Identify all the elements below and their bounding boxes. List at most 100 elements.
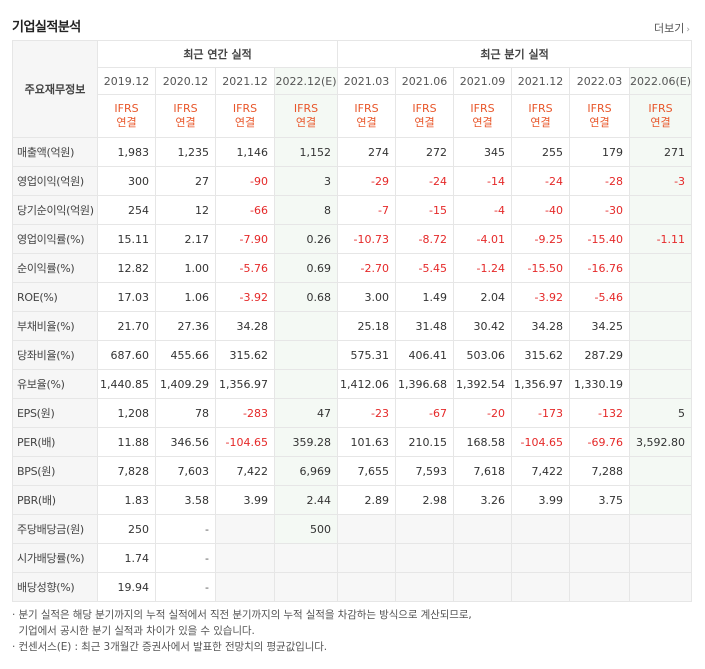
table-cell: 1,396.68: [395, 369, 455, 399]
table-cell: 21.70: [97, 311, 156, 341]
ifrs-label: IFRS 연결: [337, 94, 397, 138]
table-cell: -69.76: [569, 427, 631, 457]
table-cell: 1,330.19: [569, 369, 631, 399]
more-link[interactable]: 더보기 ›: [654, 20, 690, 36]
row-label: PER(배): [12, 427, 98, 457]
table-cell: 7,603: [155, 456, 216, 486]
table-cell: 1,412.06: [337, 369, 397, 399]
table-cell: 3.75: [569, 485, 631, 515]
ifrs-top: IFRS: [412, 102, 437, 115]
table-row: 영업이익(억원) 300 27 -90 3 -29 -24 -14 -24 -28 -3: [12, 166, 693, 196]
ifrs-top: IFRS: [293, 102, 319, 115]
period-header: 2022.12(E): [273, 67, 339, 95]
table-cell: 2.04: [453, 282, 513, 312]
table-cell: -1.24: [453, 253, 513, 283]
table-cell: -173: [511, 398, 571, 428]
ifrs-bottom: 연결: [295, 116, 317, 129]
table-cell: 287.29: [569, 340, 631, 370]
table-cell: 34.28: [215, 311, 275, 341]
table-cell: 7,593: [395, 456, 455, 486]
table-cell: -28: [569, 166, 631, 196]
ifrs-top: IFRS: [232, 102, 258, 115]
ifrs-top: IFRS: [528, 102, 553, 115]
table-row: 주당배당금(원) 250- 500: [12, 514, 693, 544]
ifrs-label: IFRS 연결: [215, 94, 275, 138]
table-cell: [453, 543, 513, 573]
table-cell: [215, 514, 275, 544]
table-cell: -: [155, 514, 216, 544]
table-cell: [569, 543, 631, 573]
row-label: 배당성향(%): [12, 572, 98, 602]
table-cell: 406.41: [395, 340, 455, 370]
table-cell: -14: [453, 166, 513, 196]
row-label: BPS(원): [12, 456, 98, 486]
table-cell: [569, 514, 631, 544]
ifrs-top: IFRS: [648, 102, 673, 115]
table-cell: 1.83: [97, 485, 156, 515]
table-cell: [273, 572, 339, 602]
table-cell: [337, 543, 397, 573]
table-cell: 315.62: [215, 340, 275, 370]
table-cell: 1.00: [155, 253, 216, 283]
table-cell: [453, 572, 513, 602]
table-cell: -40: [511, 195, 571, 225]
table-cell: 3.00: [337, 282, 397, 312]
ifrs-bottom: 연결: [589, 116, 610, 129]
period-header: 2021.12: [511, 67, 571, 95]
table-cell: 0.26: [273, 224, 339, 254]
table-cell: [273, 311, 339, 341]
table-cell: 255: [511, 137, 571, 167]
table-cell: 3.99: [511, 485, 571, 515]
table-cell: -104.65: [215, 427, 275, 457]
table-cell: 27.36: [155, 311, 216, 341]
row-label: PBR(배): [12, 485, 98, 515]
table-cell: [629, 195, 693, 225]
ifrs-top: IFRS: [587, 102, 612, 115]
table-row: 순이익률(%) 12.82 1.00 -5.76 0.69 -2.70 -5.45 -1.24…: [12, 253, 693, 283]
row-label: 순이익률(%): [12, 253, 98, 283]
table-cell: [273, 543, 339, 573]
table-cell: 15.11: [97, 224, 156, 254]
table-cell: 1,208: [97, 398, 156, 428]
table-cell: 271: [629, 137, 693, 167]
ifrs-top: IFRS: [173, 102, 198, 115]
ifrs-bottom: 연결: [414, 116, 435, 129]
table-row: 영업이익률(%) 15.11 2.17 -7.90 0.26 -10.73 -8.72 -4.…: [12, 224, 693, 254]
table-cell: -132: [569, 398, 631, 428]
table-cell: 274: [337, 137, 397, 167]
table-cell: 6,969: [273, 456, 339, 486]
table-cell: 2.17: [155, 224, 216, 254]
table-cell: 0.69: [273, 253, 339, 283]
quarter-header: 최근 분기 실적: [337, 40, 693, 68]
table-cell: 503.06: [453, 340, 513, 370]
table-cell: -3.92: [215, 282, 275, 312]
table-cell: [629, 514, 693, 544]
table-cell: -66: [215, 195, 275, 225]
period-header: 2022.06(E): [629, 67, 693, 95]
ifrs-label: IFRS 연결: [273, 94, 339, 138]
table-cell: -15.40: [569, 224, 631, 254]
table-cell: 250: [97, 514, 156, 544]
table-cell: [629, 369, 693, 399]
table-row: 시가배당률(%) 1.74-: [12, 543, 693, 573]
ifrs-top: IFRS: [470, 102, 495, 115]
table-cell: -1.11: [629, 224, 693, 254]
table-cell: 2.89: [337, 485, 397, 515]
annual-header: 최근 연간 실적: [96, 40, 339, 68]
period-header: 2021.03: [337, 67, 397, 95]
table-cell: 47: [273, 398, 339, 428]
ifrs-label: IFRS 연결: [511, 94, 571, 138]
ifrs-label: IFRS 연결: [629, 94, 693, 138]
table-cell: 3,592.80: [629, 427, 693, 457]
table-cell: -5.76: [215, 253, 275, 283]
table-cell: 1.06: [155, 282, 216, 312]
table-cell: 1,235: [155, 137, 216, 167]
table-cell: 455.66: [155, 340, 216, 370]
table-cell: [511, 514, 571, 544]
ifrs-bottom: 연결: [234, 116, 256, 129]
table-cell: [337, 514, 397, 544]
table-cell: 3: [273, 166, 339, 196]
ifrs-bottom: 연결: [356, 116, 377, 129]
row-label: 당기순이익(억원): [12, 195, 98, 225]
table-cell: -283: [215, 398, 275, 428]
